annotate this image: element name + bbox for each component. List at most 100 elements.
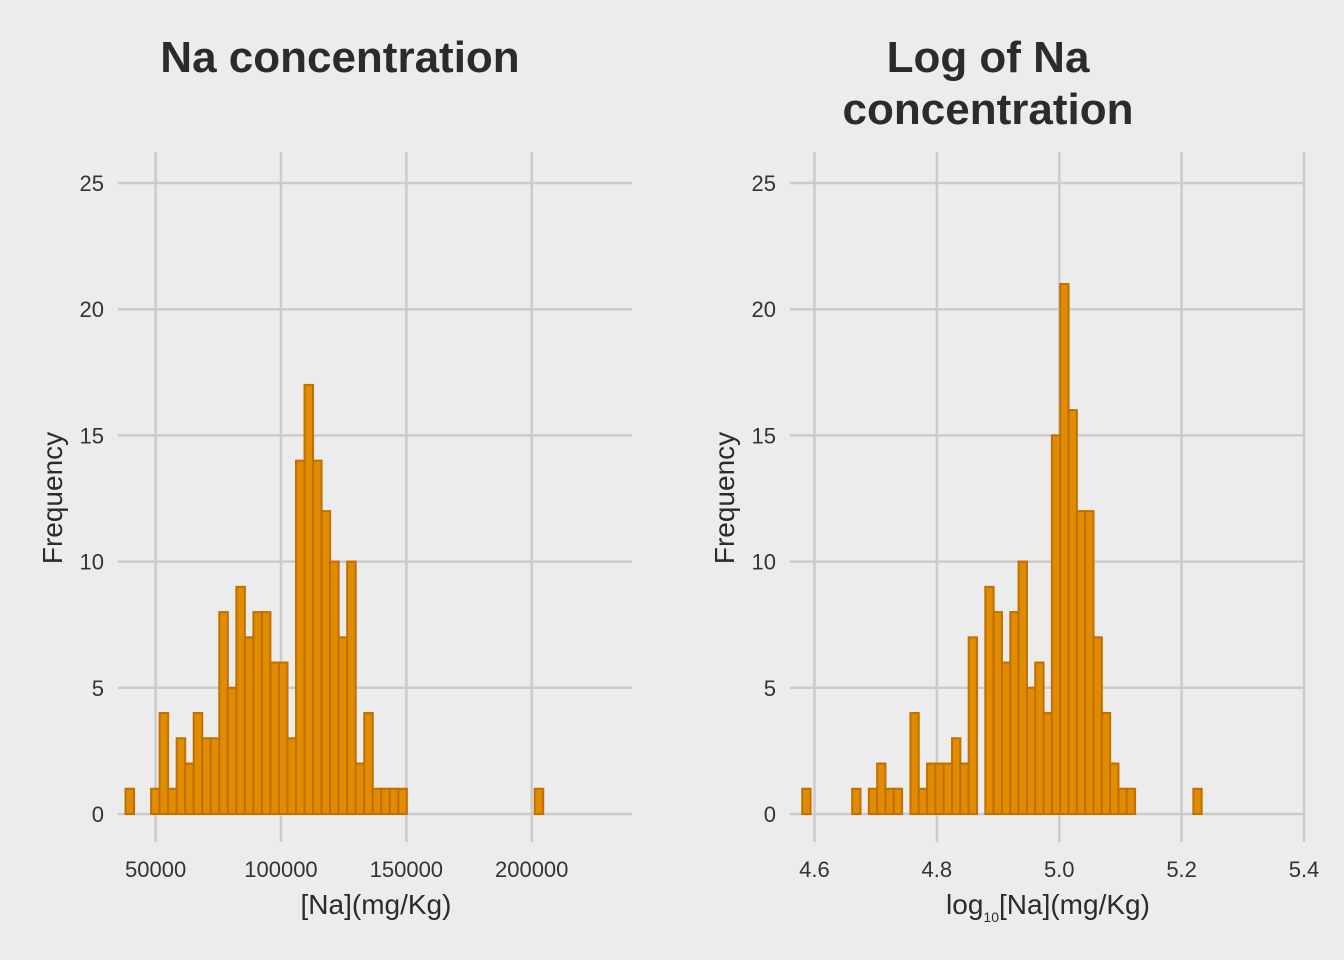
histogram-bar xyxy=(926,762,937,816)
y-tick-label: 15 xyxy=(80,423,104,448)
histogram-bar xyxy=(124,787,136,816)
histogram-bar xyxy=(380,787,391,816)
y-tick-label: 15 xyxy=(752,423,776,448)
histogram-bar xyxy=(209,737,221,816)
x-tick-label: 150000 xyxy=(370,857,443,882)
histogram-bar xyxy=(1117,787,1128,816)
histogram-bar xyxy=(252,611,263,816)
y-axis-label: Frequency xyxy=(709,432,740,564)
x-tick-label: 200000 xyxy=(495,857,568,882)
x-axis-label: log10[Na](mg/Kg) xyxy=(946,889,1150,925)
histogram-bar xyxy=(1042,712,1053,815)
y-tick-label: 20 xyxy=(80,297,104,322)
histogram-bar xyxy=(1059,282,1070,815)
histogram-bar xyxy=(260,611,272,816)
histogram-bar xyxy=(909,712,920,815)
chart-title-line-2: concentration xyxy=(843,85,1134,134)
gridlines xyxy=(790,152,1306,842)
y-tick-label: 0 xyxy=(764,802,776,827)
histogram-bar xyxy=(876,762,887,816)
histogram-bar xyxy=(320,510,332,815)
y-tick-label: 5 xyxy=(764,676,776,701)
histogram-bar xyxy=(397,787,408,816)
histogram-bar xyxy=(150,787,161,816)
x-axis-label: [Na](mg/Kg) xyxy=(301,889,452,920)
histogram-bar xyxy=(892,787,904,816)
histogram-bar xyxy=(1125,787,1137,816)
chart-title-line-1: Log of Na xyxy=(887,33,1090,82)
y-tick-label: 20 xyxy=(752,297,776,322)
x-tick-labels: 4.6 4.8 5.0 5.2 5.4 xyxy=(799,857,1319,882)
histogram-bar xyxy=(184,762,195,816)
histogram-bar xyxy=(235,585,246,816)
y-tick-label: 5 xyxy=(92,676,104,701)
y-axis-label: Frequency xyxy=(37,432,68,564)
x-tick-label: 100000 xyxy=(244,857,317,882)
histogram-bar xyxy=(533,787,545,816)
histogram-bar xyxy=(959,762,970,816)
chart-na-concentration: Na concentration 0 5 10 15 20 25 50000 100000 1… xyxy=(37,33,632,920)
histogram-bar xyxy=(934,762,945,816)
histogram-bar xyxy=(1067,409,1078,815)
histogram-bar xyxy=(167,787,178,816)
histogram-bar xyxy=(1050,434,1062,815)
histogram-bar xyxy=(303,383,315,815)
x-tick-label: 4.6 xyxy=(799,857,830,882)
histogram-bar xyxy=(201,737,212,816)
histogram-bar xyxy=(942,762,954,816)
histogram-bar xyxy=(1034,661,1045,815)
y-tick-label: 0 xyxy=(92,802,104,827)
x-tick-label: 5.0 xyxy=(1044,857,1075,882)
y-tick-label: 10 xyxy=(752,550,776,575)
histogram-bar xyxy=(1025,686,1037,815)
histogram-bar xyxy=(158,712,170,815)
x-tick-label: 4.8 xyxy=(922,857,953,882)
x-axis-label-prefix: log xyxy=(946,889,983,920)
x-tick-labels: 50000 100000 150000 200000 xyxy=(125,857,568,882)
y-tick-label: 10 xyxy=(80,550,104,575)
histogram-bar xyxy=(917,787,929,816)
histogram-bar xyxy=(992,611,1003,816)
y-tick-label: 25 xyxy=(80,171,104,196)
histogram-bar xyxy=(312,459,323,815)
histogram-bar xyxy=(951,737,962,816)
histogram-bar xyxy=(1192,787,1203,816)
histogram-bar xyxy=(277,661,289,815)
histogram-bar xyxy=(226,686,238,815)
histogram-bar xyxy=(243,636,255,815)
histogram-bars xyxy=(124,383,545,816)
histogram-bar xyxy=(1084,510,1095,815)
histogram-bars xyxy=(801,282,1203,816)
histogram-bar xyxy=(1100,712,1112,815)
chart-title: Na concentration xyxy=(160,33,519,82)
x-axis-label-suffix: [Na](mg/Kg) xyxy=(999,889,1150,920)
histogram-bar xyxy=(337,636,349,815)
histogram-bar xyxy=(1017,560,1028,815)
histogram-bar xyxy=(286,737,298,816)
gridlines xyxy=(118,152,632,842)
histogram-bar xyxy=(175,737,187,816)
chart-log-na-concentration: Log of Na concentration 0 5 10 15 20 25 4.6 4.… xyxy=(709,33,1319,925)
histogram-bar xyxy=(371,787,383,816)
y-tick-labels: 0 5 10 15 20 25 xyxy=(752,171,776,827)
histogram-bar xyxy=(192,712,204,815)
y-tick-label: 25 xyxy=(752,171,776,196)
histogram-bar xyxy=(295,459,306,815)
histogram-bar xyxy=(1009,611,1020,816)
histogram-bar xyxy=(984,585,995,816)
histogram-bar xyxy=(388,787,400,816)
histogram-bar xyxy=(346,560,357,815)
histogram-bar xyxy=(967,636,978,815)
x-tick-label: 50000 xyxy=(125,857,186,882)
x-axis-label-subscript: 10 xyxy=(983,909,999,925)
histogram-bar xyxy=(801,787,812,816)
histogram-bar xyxy=(363,712,374,815)
y-tick-labels: 0 5 10 15 20 25 xyxy=(80,171,104,827)
x-tick-label: 5.2 xyxy=(1166,857,1197,882)
histogram-bar xyxy=(329,560,340,815)
histogram-bar xyxy=(218,611,229,816)
histogram-bar xyxy=(1000,661,1012,815)
histogram-bar xyxy=(354,762,366,816)
